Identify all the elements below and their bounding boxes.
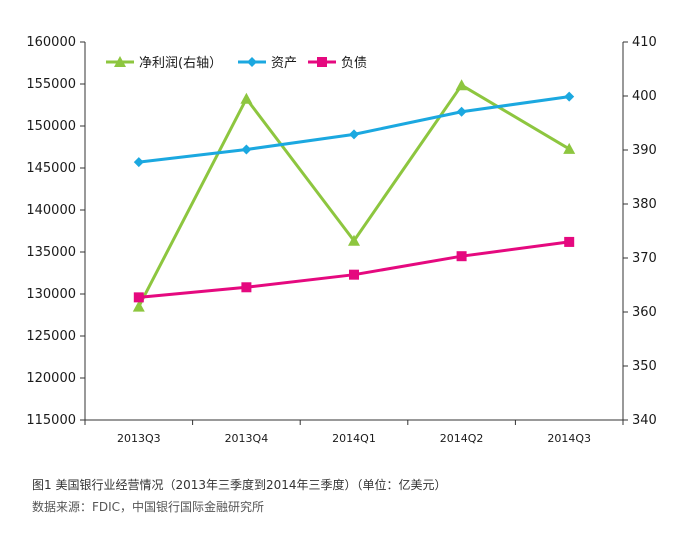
left-tick-label: 150000 <box>26 119 76 134</box>
category-label: 2013Q3 <box>117 432 161 445</box>
liabilities-line <box>138 240 570 299</box>
net-profit-point <box>455 79 468 91</box>
line-chart: 115000 120000 125000 130000 135000 140000 1450… <box>26 35 657 445</box>
left-tick-label: 125000 <box>26 329 76 344</box>
figure-caption: 图1 美国银行业经营情况（2013年三季度到2014年三季度）（单位：亿美元） <box>32 478 447 492</box>
left-tick-label: 145000 <box>26 161 76 176</box>
left-tick-label: 130000 <box>26 287 76 302</box>
category-label: 2014Q3 <box>547 432 591 445</box>
series-layer <box>132 79 576 312</box>
legend-item-liabilities: 负债 <box>308 56 367 71</box>
left-axis-ticks: 115000 120000 125000 130000 135000 140000 1450… <box>26 35 85 428</box>
right-tick-label: 390 <box>632 143 657 158</box>
assets-point <box>241 144 252 155</box>
category-label: 2014Q2 <box>440 432 484 445</box>
net-profit-point <box>563 142 576 154</box>
liabilities-series <box>133 236 575 303</box>
left-tick-label: 155000 <box>26 77 76 92</box>
liabilities-point <box>133 292 144 303</box>
right-tick-label: 370 <box>632 251 657 266</box>
right-tick-label: 410 <box>632 35 657 50</box>
legend-label: 资产 <box>271 56 297 71</box>
liabilities-point <box>564 236 575 247</box>
right-tick-label: 350 <box>632 359 657 374</box>
legend-label: 净利润(右轴） <box>139 56 222 71</box>
assets-series <box>133 91 575 168</box>
right-tick-label: 360 <box>632 305 657 320</box>
legend-item-net-profit: 净利润(右轴） <box>106 56 222 71</box>
category-axis-labels: 2013Q3 2013Q4 2014Q1 2014Q2 2014Q3 <box>117 432 591 445</box>
legend-item-assets: 资产 <box>238 56 297 71</box>
assets-point <box>456 106 467 117</box>
liabilities-point <box>349 269 359 280</box>
assets-line <box>138 95 570 164</box>
legend: 净利润(右轴） 资产 负债 <box>106 56 367 71</box>
left-tick-label: 120000 <box>26 371 76 386</box>
right-axis-ticks: 340 350 360 370 380 390 400 410 <box>623 35 657 428</box>
left-tick-label: 160000 <box>26 35 76 50</box>
liabilities-point <box>456 251 467 262</box>
assets-point <box>349 129 359 140</box>
legend-swatch-marker <box>317 57 327 67</box>
right-tick-label: 380 <box>632 197 657 212</box>
legend-swatch-marker <box>114 56 126 67</box>
category-label: 2013Q4 <box>225 432 269 445</box>
legend-swatch-marker <box>247 57 257 67</box>
chart-axes <box>84 42 624 425</box>
category-label: 2014Q1 <box>332 432 376 445</box>
right-tick-label: 400 <box>632 89 657 104</box>
liabilities-point <box>241 282 252 293</box>
source-note: 数据来源：FDIC，中国银行国际金融研究所 <box>32 500 265 514</box>
net-profit-point <box>348 234 360 246</box>
left-tick-label: 115000 <box>26 413 76 428</box>
net-profit-point <box>132 300 145 312</box>
left-tick-label: 135000 <box>26 245 76 260</box>
net-profit-point <box>240 92 253 104</box>
legend-label: 负债 <box>341 56 367 71</box>
right-tick-label: 340 <box>632 413 657 428</box>
assets-point <box>133 157 144 168</box>
assets-point <box>564 91 575 102</box>
left-tick-label: 140000 <box>26 203 76 218</box>
